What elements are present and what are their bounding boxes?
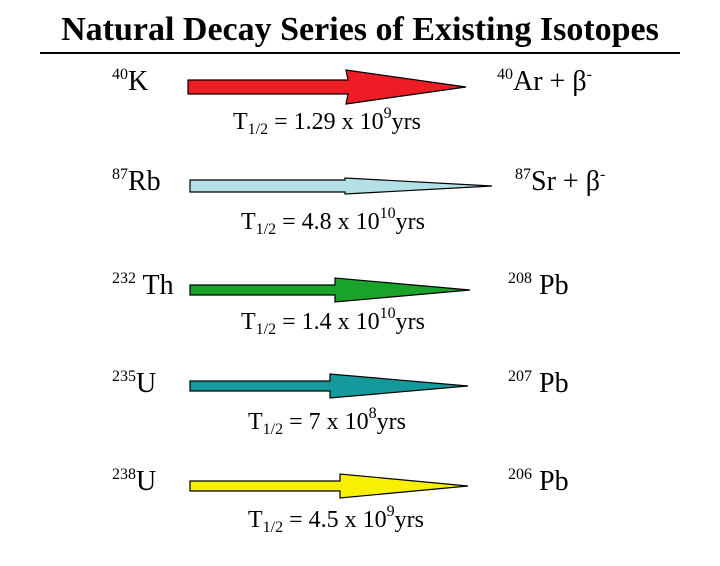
daughter-products: 40Ar + β- [497,65,592,97]
decay-arrow [189,277,471,303]
daughter-products: 87Sr + β- [515,165,606,197]
half-life-label: T1/2 = 4.5 x 109yrs [248,502,425,536]
parent-isotope: 235U [112,367,157,399]
daughter-products: 208 Pb [508,269,569,301]
parent-isotope: 232 Th [112,269,174,301]
parent-isotope: 40K [112,65,149,97]
parent-isotope: 238U [112,465,157,497]
half-life-label: T1/2 = 7 x 108yrs [248,404,407,438]
decay-arrow [189,473,469,499]
decay-arrow [189,177,493,195]
decay-row-u238: 238U 206 Pb T1/2 = 4.5 x 109yrs [0,466,720,566]
decay-arrow [187,69,467,105]
decay-row-th232: 232 Th 208 Pb T1/2 = 1.4 x 1010yrs [0,270,720,370]
decay-row-k40: 40K 40Ar + β- T1/2 = 1.29 x 109yrs [0,66,720,166]
decay-row-rb87: 87Rb 87Sr + β- T1/2 = 4.8 x 1010yrs [0,166,720,266]
daughter-products: 206 Pb [508,465,569,497]
title-underline [40,52,680,54]
decay-row-u235: 235U 207 Pb T1/2 = 7 x 108yrs [0,368,720,468]
half-life-label: T1/2 = 1.4 x 1010yrs [241,304,426,338]
parent-isotope: 87Rb [112,165,161,197]
decay-arrow [189,373,469,399]
page-title: Natural Decay Series of Existing Isotope… [61,11,659,48]
daughter-products: 207 Pb [508,367,569,399]
half-life-label: T1/2 = 1.29 x 109yrs [233,104,422,138]
half-life-label: T1/2 = 4.8 x 1010yrs [241,204,426,238]
